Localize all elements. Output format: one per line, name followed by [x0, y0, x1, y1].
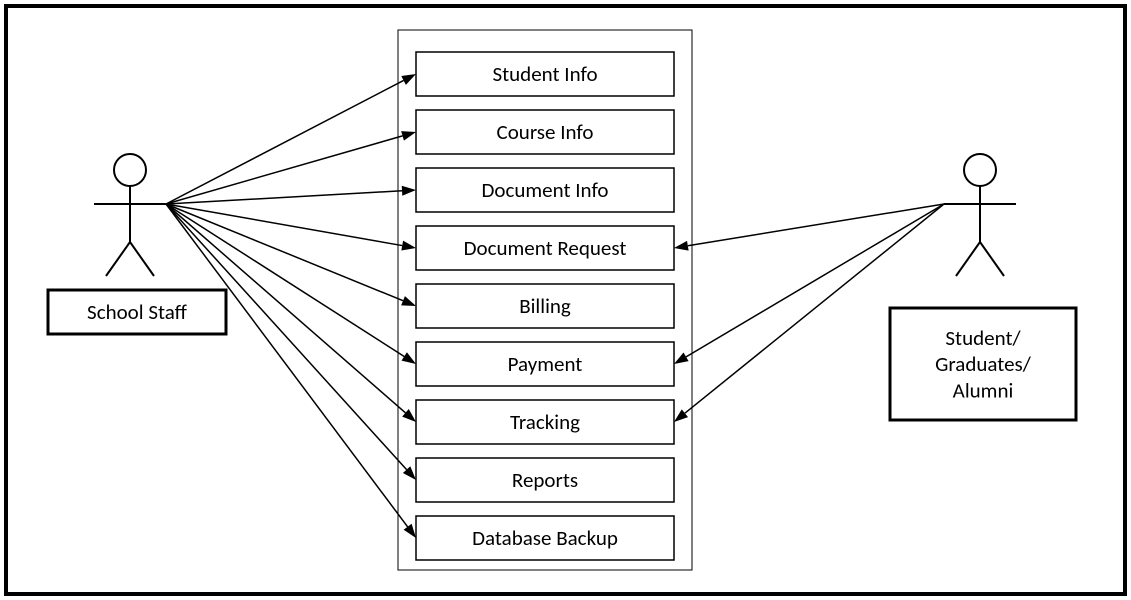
use-case-box: Tracking: [416, 400, 674, 444]
use-case-box: Course Info: [416, 110, 674, 154]
use-case-label: Reports: [512, 467, 578, 493]
use-case-label: Database Backup: [472, 525, 618, 551]
use-case-label: Student Info: [492, 61, 597, 87]
use-case-box: Payment: [416, 342, 674, 386]
use-case-box: Reports: [416, 458, 674, 502]
use-case-label: Document Info: [482, 177, 609, 203]
use-case-label: Tracking: [510, 409, 580, 435]
actor-label: School Staff: [87, 299, 188, 325]
use-case-label: Document Request: [464, 235, 627, 261]
use-case-box: Database Backup: [416, 516, 674, 560]
use-case-box: Document Request: [416, 226, 674, 270]
use-case-box: Billing: [416, 284, 674, 328]
use-case-label: Billing: [519, 293, 571, 319]
use-case-label: Course Info: [497, 119, 594, 145]
use-case-box: Document Info: [416, 168, 674, 212]
use-case-label: Payment: [508, 351, 583, 377]
use-case-box: Student Info: [416, 52, 674, 96]
